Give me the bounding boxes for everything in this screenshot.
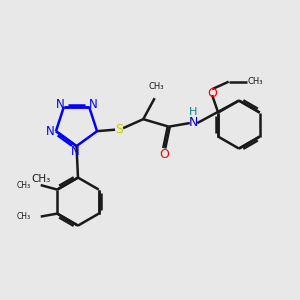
Text: CH₃: CH₃ (17, 181, 31, 190)
Text: N: N (189, 116, 198, 129)
Text: S: S (115, 123, 123, 136)
Text: N: N (46, 125, 55, 138)
Text: N: N (56, 98, 64, 111)
Text: CH₃: CH₃ (17, 212, 31, 221)
Text: CH₃: CH₃ (148, 82, 164, 91)
Text: O: O (207, 87, 217, 100)
Text: O: O (159, 148, 169, 161)
Text: CH₃: CH₃ (31, 173, 50, 184)
Text: CH₃: CH₃ (247, 77, 263, 86)
Text: H: H (189, 107, 197, 117)
Text: N: N (70, 145, 80, 158)
Text: N: N (89, 98, 98, 111)
